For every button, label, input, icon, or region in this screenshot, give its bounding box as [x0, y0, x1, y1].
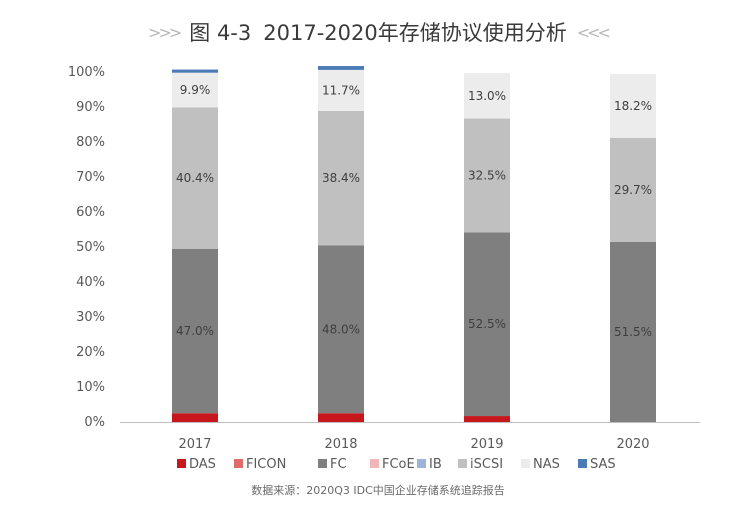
- y-tick-label: 50%: [76, 240, 105, 255]
- legend-swatch-ficon: [234, 459, 243, 468]
- y-tick-label: 30%: [76, 310, 105, 325]
- x-tick-label-2019: 2019: [470, 437, 503, 452]
- data-label-iscsi-2017: 40.4%: [176, 171, 214, 185]
- data-label-nas-2019: 13.0%: [468, 89, 506, 103]
- data-label-fc-2019: 52.5%: [468, 317, 506, 331]
- bar-segment-fc-2020: [610, 241, 656, 422]
- y-tick-label: 70%: [76, 170, 105, 185]
- source-note: 数据来源：2020Q3 IDC中国企业存储系统追踪报告: [251, 484, 505, 497]
- data-label-iscsi-2019: 32.5%: [468, 168, 506, 182]
- legend-label-nas: NAS: [533, 457, 560, 472]
- bar-segment-fc-2018: [318, 245, 364, 414]
- legend-label-ficon: FICON: [246, 457, 286, 472]
- legend-swatch-ib: [417, 459, 426, 468]
- y-tick-label: 80%: [76, 135, 105, 150]
- x-tick-label-2017: 2017: [178, 437, 211, 452]
- y-tick-label: 90%: [76, 100, 105, 115]
- bar-segment-das-2018: [318, 413, 364, 422]
- legend-label-fcoe: FCoE: [382, 457, 415, 472]
- y-tick-label: 100%: [68, 65, 105, 80]
- bar-segment-iscsi-2018: [318, 110, 364, 246]
- data-label-iscsi-2018: 38.4%: [322, 171, 360, 185]
- title-text: 2017-2020年存储协议使用分析: [263, 21, 567, 45]
- bar-segment-fc-2017: [172, 248, 218, 414]
- bar-segment-nas-2020: [610, 74, 656, 138]
- bar-segment-nas-2018: [318, 69, 364, 111]
- legend-swatch-sas: [578, 459, 587, 468]
- y-tick-label: 20%: [76, 345, 105, 360]
- legend-swatch-nas: [521, 459, 530, 468]
- bar-segment-iscsi-2017: [172, 107, 218, 249]
- y-tick-label: 10%: [76, 380, 105, 395]
- bar-segment-sas-2018: [318, 66, 364, 70]
- bar-segment-nas-2017: [172, 72, 218, 108]
- y-tick-label: 60%: [76, 205, 105, 220]
- data-label-iscsi-2020: 29.7%: [614, 183, 652, 197]
- legend-swatch-iscsi: [458, 459, 467, 468]
- y-tick-label: 40%: [76, 275, 105, 290]
- bar-segment-sas-2017: [172, 69, 218, 73]
- title-right-decoration: <<<: [576, 22, 611, 42]
- title-left-decoration: >>>: [148, 22, 182, 42]
- legend-label-sas: SAS: [590, 457, 616, 472]
- y-tick-label: 0%: [84, 415, 105, 430]
- bar-segment-iscsi-2020: [610, 137, 656, 242]
- chart-title: >>> 图 4-3 2017-2020年存储协议使用分析 <<<: [0, 14, 756, 50]
- data-label-nas-2018: 11.7%: [322, 83, 360, 97]
- legend-swatch-fc: [318, 459, 327, 468]
- data-label-fc-2018: 48.0%: [322, 322, 360, 336]
- bar-segment-fc-2019: [464, 232, 510, 417]
- x-tick-label-2018: 2018: [324, 437, 357, 452]
- bar-segment-das-2017: [172, 413, 218, 422]
- legend-label-fc: FC: [330, 457, 347, 472]
- legend-label-das: DAS: [189, 457, 216, 472]
- bar-segment-das-2019: [464, 416, 510, 422]
- legend-swatch-fcoe: [370, 459, 379, 468]
- figure-label: 图 4-3: [189, 21, 252, 45]
- data-label-nas-2020: 18.2%: [614, 99, 652, 113]
- data-label-fc-2017: 47.0%: [176, 324, 214, 338]
- legend-label-iscsi: iSCSI: [470, 457, 503, 472]
- legend-label-ib: IB: [429, 457, 442, 472]
- data-label-fc-2020: 51.5%: [614, 325, 652, 339]
- x-tick-label-2020: 2020: [616, 437, 649, 452]
- bar-segment-iscsi-2019: [464, 118, 510, 233]
- bar-segment-nas-2019: [464, 73, 510, 119]
- data-label-nas-2017: 9.9%: [180, 83, 211, 97]
- legend-swatch-das: [177, 459, 186, 468]
